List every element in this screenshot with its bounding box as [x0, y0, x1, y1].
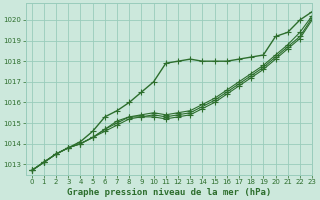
X-axis label: Graphe pression niveau de la mer (hPa): Graphe pression niveau de la mer (hPa): [67, 188, 271, 197]
